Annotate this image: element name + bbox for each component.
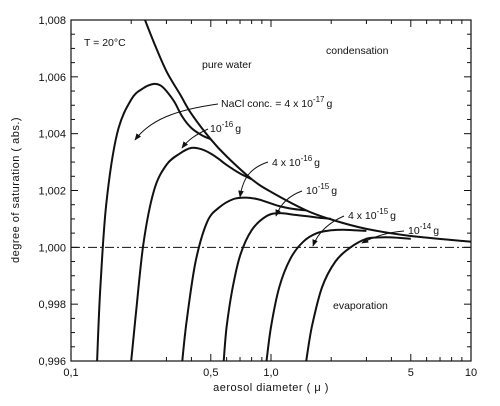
condensation-label: condensation	[326, 45, 389, 57]
axis-ticks	[70, 19, 472, 362]
series-label-4e-17: NaCl conc. = 4 x 10-17 g	[221, 95, 332, 110]
series-label-4e-15: 4 x 10-15 g	[348, 207, 396, 222]
series-label-1e-16: 10-16 g	[210, 120, 241, 135]
y-tick-label: 1,008	[38, 15, 66, 27]
leader-4e-17	[134, 103, 219, 141]
x-axis-label: aerosol diameter ( μ )	[213, 382, 329, 394]
leader-1e-15	[275, 190, 303, 217]
series-line-6	[305, 236, 411, 361]
leader-4e-15	[312, 215, 345, 247]
series-curves	[96, 20, 471, 361]
axis-tick-labels: 0,1 0,5 1,0 5 10 0,996 0,998 1,000 1,002 1,004 1,0…	[38, 15, 477, 379]
y-tick-label: 1,000	[38, 242, 66, 254]
y-axis-label: degree of saturation ( abs.)	[10, 117, 22, 263]
series-label-4e-16: 4 x 10-16 g	[272, 154, 320, 169]
leader-1e-14	[361, 230, 405, 244]
series-line-5	[265, 228, 367, 361]
x-tick-label: 0,5	[203, 367, 218, 379]
y-tick-label: 0,996	[38, 356, 66, 368]
leader-1e-16	[181, 128, 209, 149]
y-tick-label: 1,004	[38, 129, 66, 141]
plot-frame	[70, 19, 472, 362]
series-label-1e-15: 10-15 g	[306, 182, 337, 197]
series-line-0	[143, 20, 471, 243]
annotation-leaders	[134, 103, 405, 247]
x-tick-label: 0,1	[63, 367, 78, 379]
leader-4e-16	[238, 161, 269, 198]
x-tick-label: 1,0	[263, 367, 278, 379]
y-tick-label: 1,002	[38, 186, 66, 198]
series-line-2	[130, 146, 253, 361]
x-tick-label: 5	[408, 367, 414, 379]
y-tick-label: 1,006	[38, 72, 66, 84]
temperature-label: T = 20°C	[84, 37, 126, 49]
series-label-1e-14: 10-14 g	[408, 222, 439, 237]
series-label-pure-water: pure water	[202, 59, 252, 71]
x-tick-label: 10	[465, 367, 477, 379]
series-line-3	[181, 196, 307, 361]
series-line-1	[96, 82, 212, 361]
series-line-4	[222, 212, 332, 361]
y-tick-label: 0,998	[38, 299, 66, 311]
evaporation-label: evaporation	[333, 300, 388, 312]
